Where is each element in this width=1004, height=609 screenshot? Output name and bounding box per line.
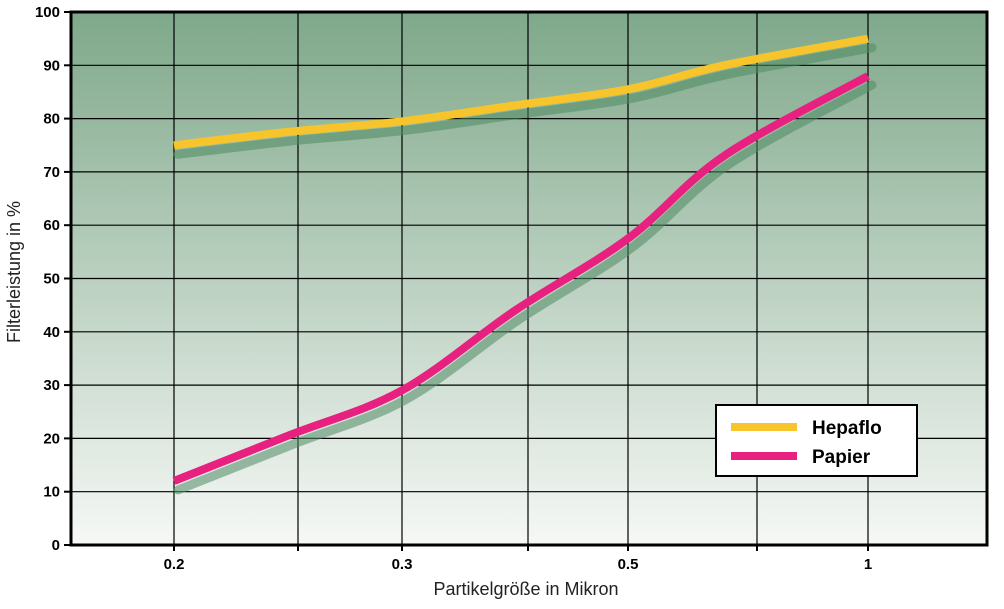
- x-axis-ticks: 0.2 0.3 0.5 1: [164, 545, 872, 573]
- y-tick-label: 70: [43, 164, 60, 181]
- x-tick-label: 0.2: [164, 556, 185, 573]
- y-tick-label: 20: [43, 430, 60, 447]
- legend: Hepaflo Papier: [715, 404, 918, 477]
- y-tick-label: 40: [43, 324, 60, 341]
- x-axis-label: Partikelgröße in Mikron: [433, 579, 618, 599]
- y-tick-label: 100: [35, 4, 60, 21]
- series-lines: [172, 34, 870, 485]
- y-tick-label: 10: [43, 484, 60, 501]
- series-line-hepaflo: [173, 34, 869, 150]
- y-axis-ticks: 0 10 20 30 40 50 60 70 80 90 100: [35, 4, 71, 554]
- legend-box: [715, 404, 918, 477]
- x-tick-label: 1: [864, 556, 872, 573]
- x-tick-label: 0.3: [392, 556, 413, 573]
- series-shadow-papier: [173, 80, 877, 495]
- y-tick-label: 80: [43, 111, 60, 128]
- series-shadow-hepaflo: [173, 43, 877, 159]
- y-tick-label: 90: [43, 57, 60, 74]
- y-tick-label: 60: [43, 217, 60, 234]
- series-shadows: [173, 43, 877, 495]
- x-tick-label: 0.5: [618, 556, 639, 573]
- series-line-papier: [172, 72, 870, 485]
- y-tick-label: 30: [43, 377, 60, 394]
- y-tick-label: 0: [52, 537, 60, 554]
- y-tick-label: 50: [43, 271, 60, 288]
- legend-label-hepaflo: Hepaflo: [812, 418, 882, 439]
- legend-label-papier: Papier: [812, 447, 871, 468]
- y-axis-label: Filterleistung in %: [4, 201, 24, 343]
